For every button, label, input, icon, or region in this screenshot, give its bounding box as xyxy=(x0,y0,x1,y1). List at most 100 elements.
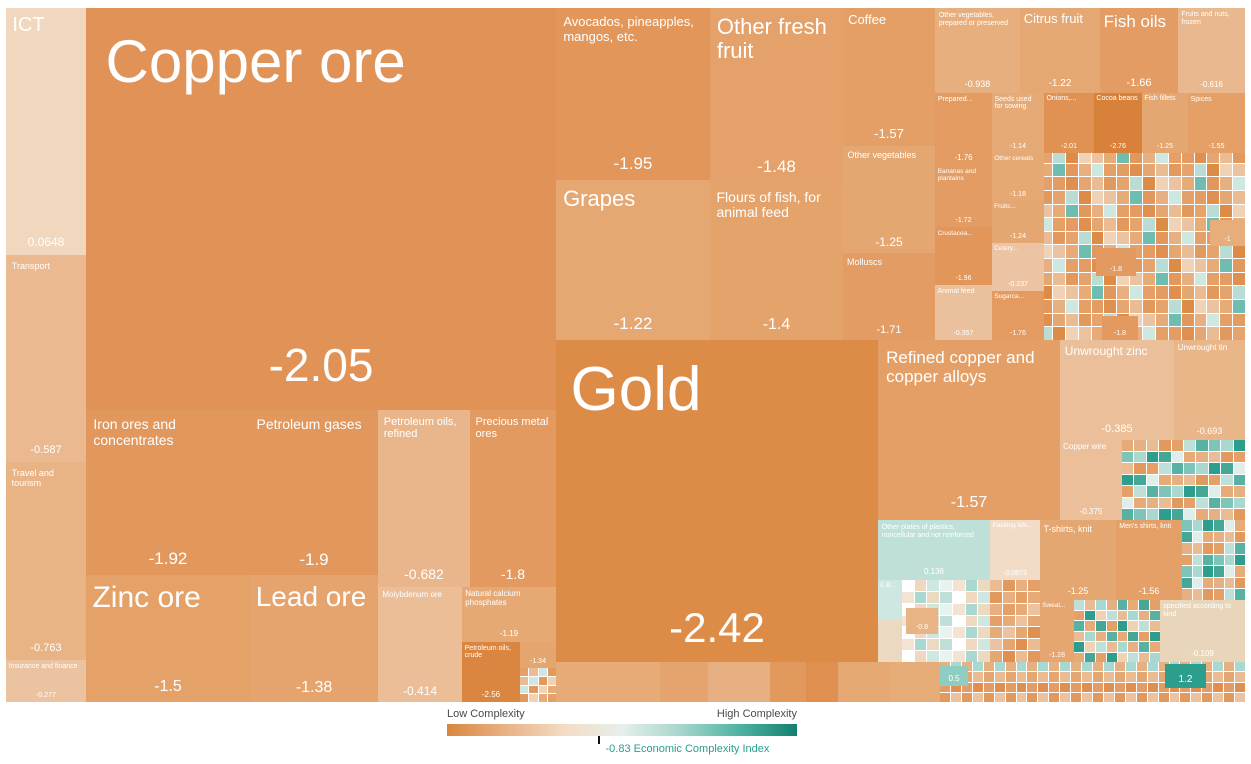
mosaic-tile[interactable] xyxy=(1117,204,1130,218)
mosaic-tile[interactable] xyxy=(952,591,965,603)
mosaic-tile[interactable] xyxy=(529,668,538,676)
mosaic-tile[interactable] xyxy=(1002,651,1015,662)
mosaic-tile[interactable] xyxy=(1065,150,1078,163)
mosaic-tile[interactable] xyxy=(1139,610,1150,620)
mosaic-tile[interactable] xyxy=(1235,672,1245,682)
mosaic-tile[interactable] xyxy=(1052,327,1065,340)
mosaic-tile[interactable] xyxy=(1143,259,1155,272)
mosaic-tile[interactable] xyxy=(1027,672,1038,682)
mosaic-tile[interactable] xyxy=(1143,150,1155,163)
mosaic-tile[interactable] xyxy=(1065,327,1078,340)
mosaic-tile[interactable] xyxy=(1181,218,1194,231)
mosaic-tile[interactable] xyxy=(1220,177,1233,190)
mosaic-tile[interactable] xyxy=(1027,682,1038,692)
mosaic-tile[interactable] xyxy=(1130,204,1142,218)
mosaic-tile[interactable] xyxy=(927,591,940,603)
mosaic-tile[interactable] xyxy=(1214,566,1224,577)
mosaic-tile[interactable] xyxy=(1005,672,1016,682)
mosaic-tile[interactable] xyxy=(1128,631,1139,641)
mosaic-tile[interactable] xyxy=(994,672,1005,682)
mosaic-tile[interactable] xyxy=(972,672,983,682)
mosaic-tile[interactable] xyxy=(1159,474,1171,486)
mosaic-tile[interactable] xyxy=(1203,566,1213,577)
mosaic-tile[interactable] xyxy=(902,580,914,591)
mosaic-tile[interactable] xyxy=(1233,300,1245,313)
mosaic-tile[interactable] xyxy=(1078,272,1091,286)
mosaic-tile[interactable] xyxy=(1104,300,1117,313)
mosaic-tile[interactable] xyxy=(1125,692,1136,702)
mosaic-tile[interactable] xyxy=(1208,451,1221,463)
mosaic-tile[interactable] xyxy=(978,651,990,662)
mosaic-tile[interactable] xyxy=(1071,682,1082,692)
mosaic-tile[interactable] xyxy=(1208,509,1221,520)
mosaic-tile[interactable] xyxy=(1224,589,1235,600)
mosaic-tile[interactable] xyxy=(1052,272,1065,286)
mosaic-tile[interactable] xyxy=(1182,589,1192,600)
mosaic-tile[interactable] xyxy=(1182,566,1192,577)
mosaic-tile[interactable] xyxy=(983,692,994,702)
treemap-tile[interactable]: Other vegetables -1.25 xyxy=(843,146,935,253)
treemap-tile[interactable]: Petroleum oils, refined -0.682 xyxy=(378,410,470,587)
mosaic-tile[interactable] xyxy=(1169,692,1180,702)
mosaic-tile[interactable] xyxy=(1040,327,1052,340)
mosaic-tile[interactable] xyxy=(1117,600,1128,610)
mosaic-tile[interactable] xyxy=(1122,486,1134,497)
mosaic-tile[interactable] xyxy=(1038,692,1049,702)
mosaic-tile[interactable] xyxy=(1181,204,1194,218)
mosaic-tile[interactable] xyxy=(1052,231,1065,245)
mosaic-tile[interactable] xyxy=(1091,313,1104,327)
mosaic-tile[interactable] xyxy=(1146,451,1159,463)
mosaic-tile[interactable] xyxy=(1015,591,1028,603)
mosaic-tile[interactable] xyxy=(972,662,983,672)
mosaic-tile[interactable] xyxy=(547,668,556,676)
mosaic-tile[interactable] xyxy=(1155,177,1168,190)
mosaic-tile[interactable] xyxy=(983,672,994,682)
mosaic-tile[interactable] xyxy=(1125,662,1136,672)
mosaic-tile[interactable] xyxy=(1194,327,1207,340)
mosaic-tile[interactable] xyxy=(978,627,990,639)
mosaic-tile[interactable] xyxy=(1078,218,1091,231)
mosaic-tile[interactable] xyxy=(1143,231,1155,245)
mosaic-tile[interactable] xyxy=(990,639,1002,651)
mosaic-tile[interactable] xyxy=(1095,621,1106,631)
mosaic-tile[interactable] xyxy=(1221,497,1233,509)
mosaic-tile[interactable] xyxy=(1207,245,1220,259)
treemap-tile[interactable]: Petroleum gases -1.9 xyxy=(250,410,378,575)
mosaic-tile[interactable] xyxy=(952,615,965,627)
mosaic-tile[interactable] xyxy=(1052,300,1065,313)
mosaic-tile[interactable] xyxy=(1235,682,1245,692)
mosaic-tile[interactable] xyxy=(1146,440,1159,451)
mosaic-tile[interactable] xyxy=(1130,163,1142,177)
mosaic-tile[interactable] xyxy=(965,639,978,651)
mosaic-tile[interactable] xyxy=(1182,554,1192,566)
mosaic-tile[interactable] xyxy=(902,639,914,651)
mosaic-tile[interactable] xyxy=(1106,610,1117,620)
treemap-tile[interactable] xyxy=(556,662,660,702)
mosaic-tile[interactable] xyxy=(965,580,978,591)
mosaic-tile[interactable] xyxy=(1091,190,1104,204)
treemap-tile[interactable]: Packing lids... -0.0873 xyxy=(990,520,1040,580)
mosaic-tile[interactable] xyxy=(1074,610,1084,620)
mosaic-tile[interactable] xyxy=(1065,245,1078,259)
mosaic-tile[interactable] xyxy=(994,682,1005,692)
mosaic-tile[interactable] xyxy=(1233,204,1245,218)
mosaic-tile[interactable] xyxy=(1233,474,1245,486)
mosaic-tile[interactable] xyxy=(1155,204,1168,218)
mosaic-tile[interactable] xyxy=(1104,218,1117,231)
mosaic-tile[interactable] xyxy=(978,591,990,603)
mosaic-tile[interactable] xyxy=(940,692,950,702)
mosaic-tile[interactable] xyxy=(1168,177,1181,190)
mosaic-tile[interactable] xyxy=(1192,520,1203,531)
mosaic-tile[interactable] xyxy=(1171,509,1183,520)
mosaic-tile[interactable] xyxy=(1052,150,1065,163)
mosaic-tile[interactable] xyxy=(1233,451,1245,463)
mosaic-tile[interactable] xyxy=(1220,204,1233,218)
mosaic-tile[interactable] xyxy=(1194,259,1207,272)
mosaic-tile[interactable] xyxy=(1052,190,1065,204)
mosaic-tile[interactable] xyxy=(1159,497,1171,509)
mosaic-tile[interactable] xyxy=(1117,610,1128,620)
mosaic-tile[interactable] xyxy=(1084,600,1095,610)
mosaic-tile[interactable] xyxy=(1040,163,1052,177)
mosaic-tile[interactable] xyxy=(547,676,556,685)
mosaic-tile[interactable] xyxy=(1052,259,1065,272)
